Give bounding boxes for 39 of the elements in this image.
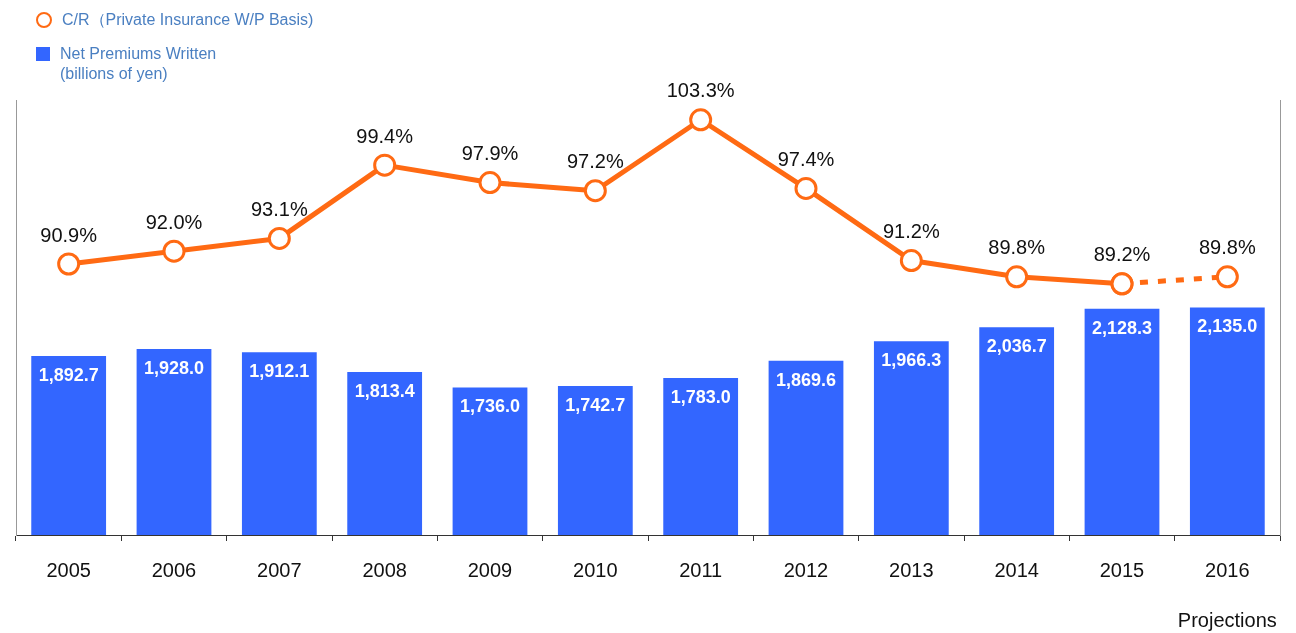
data-label: 1,742.7 xyxy=(565,395,626,416)
legend-label: Net Premiums Written (billions of yen) xyxy=(60,44,217,84)
data-label: 89.2% xyxy=(1093,243,1151,266)
text: Projections xyxy=(1177,608,1277,631)
data-label: 1,813.4 xyxy=(354,380,415,401)
data-label: 1,736.0 xyxy=(459,396,521,417)
x-tick-label: 2014 xyxy=(994,558,1039,581)
data-label: 99.4% xyxy=(356,124,414,147)
x-tick-label: 2012 xyxy=(783,558,829,581)
x-tick-label: 2015 xyxy=(1099,558,1145,581)
data-label: 1,892.7 xyxy=(38,365,99,386)
x-tick-label: 2011 xyxy=(679,558,723,581)
x-tick-label: 2007 xyxy=(257,558,302,581)
data-label: 2,128.3 xyxy=(1091,317,1153,338)
x-tick-label: 2009 xyxy=(467,558,513,581)
data-label: 2,135.0 xyxy=(1197,316,1258,337)
data-label: 2,036.7 xyxy=(986,336,1047,357)
data-label: 1,869.6 xyxy=(775,369,837,390)
data-label: 1,928.0 xyxy=(143,357,205,378)
data-label: 97.9% xyxy=(461,142,519,165)
data-label: 1,783.0 xyxy=(670,387,731,408)
data-label: 91.2% xyxy=(882,220,940,243)
data-label: 103.3% xyxy=(666,79,735,102)
x-tick-label: 2006 xyxy=(151,558,197,581)
x-tick-label: 2010 xyxy=(573,558,618,581)
legend-label: C/R（Private Insurance W/P Basis) xyxy=(62,10,314,30)
data-label: 90.9% xyxy=(40,223,98,246)
x-tick-label: 2013 xyxy=(889,558,934,581)
data-label: 97.4% xyxy=(777,147,835,170)
data-label: 1,966.3 xyxy=(881,350,942,371)
x-tick-label: 2008 xyxy=(362,558,407,581)
x-tick-label: 2005 xyxy=(46,558,91,581)
data-label: 92.0% xyxy=(145,210,203,233)
data-label: 93.1% xyxy=(250,197,308,220)
x-tick-label: 2016 xyxy=(1205,558,1250,581)
data-label: 89.8% xyxy=(1198,236,1256,259)
data-label: 97.2% xyxy=(566,150,624,173)
data-label: 89.8% xyxy=(988,236,1046,259)
data-label: 1,912.1 xyxy=(249,361,310,382)
